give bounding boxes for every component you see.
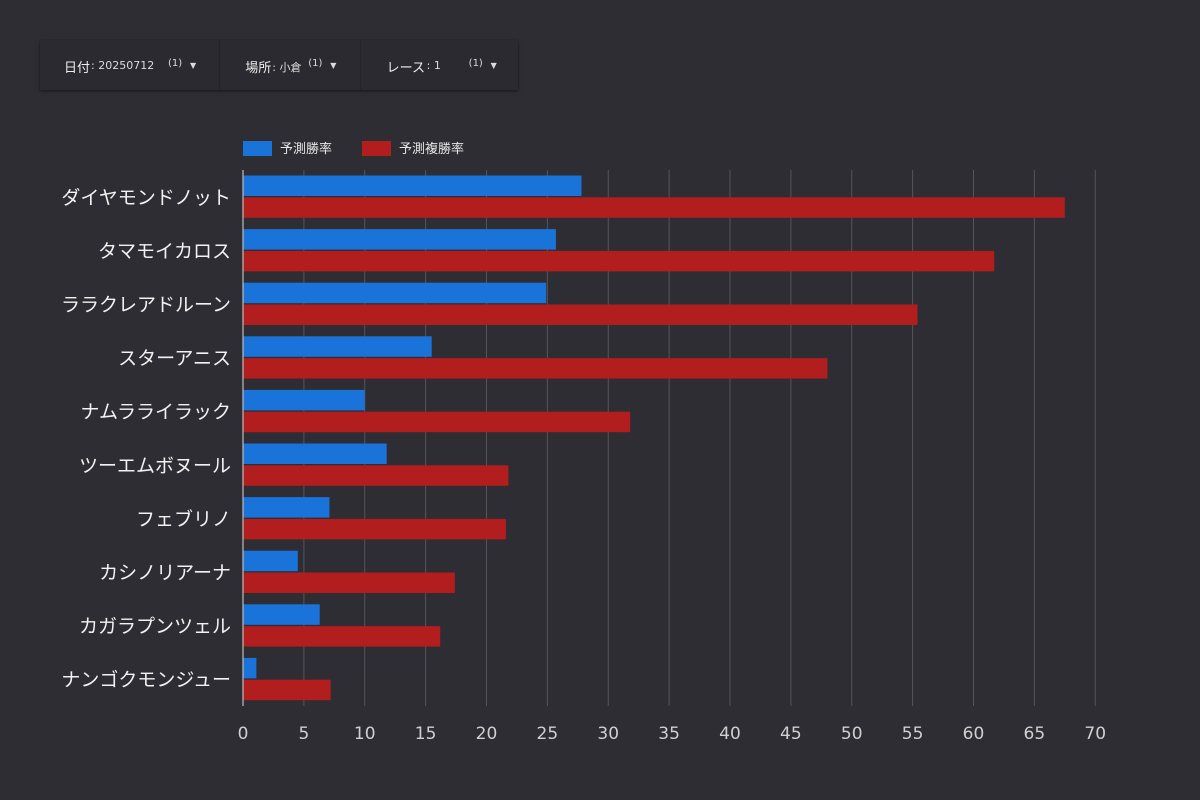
place-filter-label: 場所	[245, 61, 272, 76]
bar-place	[243, 197, 1065, 218]
bar-win	[243, 389, 365, 411]
bar-win	[243, 282, 547, 304]
x-tick-label: 0	[238, 724, 249, 744]
x-tick-label: 5	[298, 724, 309, 744]
category-label: フェブリノ	[136, 507, 231, 530]
bar-win	[243, 443, 387, 464]
category-label: ツーエムボヌール	[79, 455, 231, 477]
bar-win	[243, 175, 582, 196]
x-tick-label: 50	[841, 724, 863, 744]
bar-place	[243, 358, 828, 379]
legend-label: 予測勝率	[280, 141, 332, 157]
bar-place	[243, 304, 918, 325]
category-label: ナンゴクモンジュー	[61, 669, 231, 691]
x-tick-label: 65	[1024, 724, 1046, 744]
bar-place	[243, 679, 331, 701]
x-tick-label: 70	[1084, 724, 1106, 744]
bar-win	[243, 657, 257, 679]
dropdown-caret-icon: ▼	[190, 61, 197, 70]
date-filter-value: : 20250712	[91, 59, 155, 72]
bar-place	[243, 626, 441, 647]
x-tick-label: 25	[537, 724, 559, 744]
category-label: ララクレアドルーン	[61, 294, 231, 316]
bar-place	[243, 572, 455, 593]
legend-label: 予測複勝率	[399, 141, 464, 157]
x-tick-label: 15	[415, 724, 437, 744]
bar-place	[243, 250, 995, 272]
x-tick-label: 40	[719, 724, 741, 744]
x-tick-label: 10	[354, 724, 376, 744]
bar-win	[243, 336, 432, 357]
bar-win	[243, 497, 330, 518]
legend-swatch	[362, 141, 391, 156]
x-tick-label: 20	[476, 724, 498, 744]
category-label: ダイヤモンドノット	[61, 187, 231, 209]
dropdown-caret-icon: ▼	[490, 61, 497, 70]
date-filter[interactable]: 日付 : 20250712 (1) ▼	[40, 40, 221, 90]
category-label: カシノリアーナ	[99, 562, 231, 584]
filter-bar: 日付 : 20250712 (1) ▼ 場所 : 小倉 (1) ▼ レース : …	[40, 40, 518, 90]
bar-win	[243, 550, 298, 572]
race-filter-label: レース	[386, 61, 426, 76]
race-filter[interactable]: レース : 1 (1) ▼	[361, 40, 518, 90]
x-tick-label: 55	[902, 724, 924, 744]
place-filter-count: (1)	[308, 58, 323, 69]
race-filter-count: (1)	[468, 58, 483, 69]
category-label: タマモイカロス	[98, 240, 231, 262]
category-label: スターアニス	[118, 348, 231, 370]
bar-win	[243, 229, 556, 250]
dropdown-caret-icon: ▼	[330, 61, 337, 70]
legend-swatch	[243, 141, 272, 156]
x-tick-label: 30	[597, 724, 619, 744]
x-tick-label: 60	[963, 724, 985, 744]
place-filter-value: : 小倉	[272, 61, 302, 74]
category-label: ナムラライラック	[81, 401, 231, 423]
x-tick-label: 35	[658, 724, 680, 744]
category-label: カガラプンツェル	[79, 616, 231, 638]
x-tick-label: 45	[780, 724, 802, 744]
date-filter-count: (1)	[168, 58, 183, 69]
bar-place	[243, 465, 509, 486]
race-filter-value: : 1	[426, 59, 441, 72]
place-filter[interactable]: 場所 : 小倉 (1) ▼	[220, 40, 361, 90]
bar-place	[243, 411, 631, 433]
date-filter-label: 日付	[64, 61, 91, 76]
bar-win	[243, 604, 320, 625]
bar-place	[243, 518, 506, 540]
